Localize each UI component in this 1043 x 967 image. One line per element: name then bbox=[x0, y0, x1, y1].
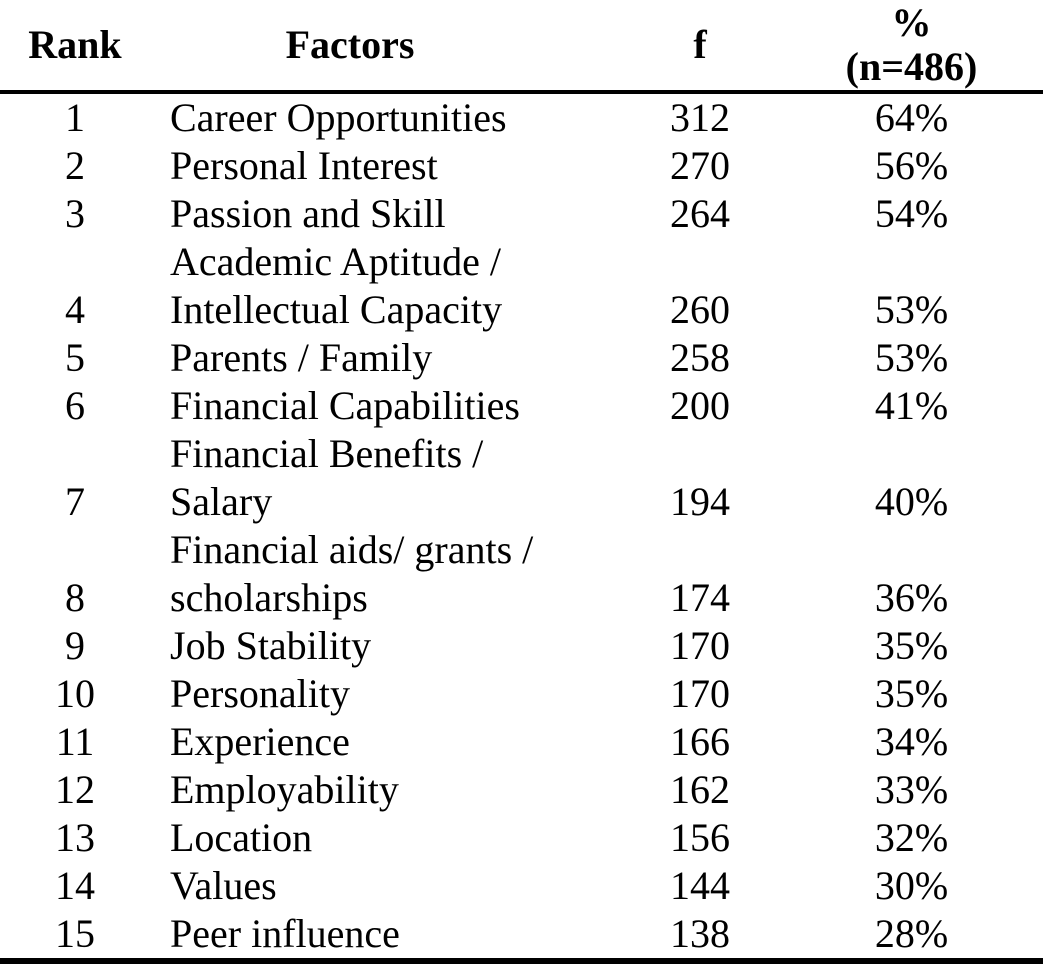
table-row: 2 Personal Interest 270 56% bbox=[0, 142, 1043, 190]
rank-cell: 12 bbox=[55, 767, 95, 812]
rank-cell: 5 bbox=[65, 335, 85, 380]
factor-cell: Passion and Skill bbox=[170, 191, 446, 236]
table-body: 1 Career Opportunities 312 64% 2 Persona… bbox=[0, 92, 1043, 961]
frequency-cell: 170 bbox=[670, 671, 730, 716]
table-row: 9 Job Stability 170 35% bbox=[0, 622, 1043, 670]
factor-cell: Experience bbox=[170, 719, 350, 764]
table-row: 3 Passion and Skill 264 54% bbox=[0, 190, 1043, 238]
factor-cell: Financial Capabilities bbox=[170, 383, 520, 428]
table-row: 14 Values 144 30% bbox=[0, 862, 1043, 910]
factor-cell: Parents / Family bbox=[170, 335, 433, 380]
frequency-cell: 264 bbox=[670, 191, 730, 236]
factor-cell: Job Stability bbox=[170, 623, 372, 668]
percent-cell: 35% bbox=[874, 623, 949, 668]
frequency-cell: 144 bbox=[670, 863, 730, 908]
rank-cell: 8 bbox=[65, 575, 85, 620]
table-row: 8 Financial aids/ grants / scholarships … bbox=[0, 526, 1043, 622]
factor-cell: Academic Aptitude / Intellectual Capacit… bbox=[170, 239, 503, 332]
percent-cell: 41% bbox=[874, 383, 949, 428]
table-row: 4 Academic Aptitude / Intellectual Capac… bbox=[0, 238, 1043, 334]
table-row: 11 Experience 166 34% bbox=[0, 718, 1043, 766]
table-row: 6 Financial Capabilities 200 41% bbox=[0, 382, 1043, 430]
header-percent: % (n=486) bbox=[845, 0, 978, 89]
factor-cell: Financial aids/ grants / scholarships bbox=[170, 527, 534, 620]
rank-cell: 1 bbox=[65, 95, 85, 140]
table-row: 5 Parents / Family 258 53% bbox=[0, 334, 1043, 382]
frequency-cell: 156 bbox=[670, 815, 730, 860]
table-row: 13 Location 156 32% bbox=[0, 814, 1043, 862]
rank-cell: 2 bbox=[65, 143, 85, 188]
frequency-cell: 174 bbox=[670, 575, 730, 620]
factor-cell: Personal Interest bbox=[170, 143, 438, 188]
factor-cell: Career Opportunities bbox=[170, 95, 507, 140]
rank-cell: 14 bbox=[55, 863, 95, 908]
frequency-cell: 260 bbox=[670, 287, 730, 332]
frequency-cell: 200 bbox=[670, 383, 730, 428]
header-rank: Rank bbox=[28, 22, 122, 67]
percent-cell: 35% bbox=[874, 671, 949, 716]
factor-cell: Peer influence bbox=[170, 911, 400, 956]
percent-cell: 33% bbox=[874, 767, 949, 812]
table-row: 12 Employability 162 33% bbox=[0, 766, 1043, 814]
frequency-cell: 258 bbox=[670, 335, 730, 380]
percent-cell: 53% bbox=[874, 335, 949, 380]
factor-cell: Values bbox=[170, 863, 277, 908]
frequency-cell: 166 bbox=[670, 719, 730, 764]
percent-cell: 32% bbox=[874, 815, 949, 860]
percent-cell: 54% bbox=[874, 191, 949, 236]
percent-cell: 28% bbox=[874, 911, 949, 956]
factor-cell: Financial Benefits / Salary bbox=[170, 431, 484, 524]
percent-cell: 56% bbox=[874, 143, 949, 188]
rank-cell: 9 bbox=[65, 623, 85, 668]
rank-cell: 15 bbox=[55, 911, 95, 956]
table-row: 7 Financial Benefits / Salary 194 40% bbox=[0, 430, 1043, 526]
header-row: Rank Factors f % (n=486) bbox=[0, 0, 1043, 92]
frequency-cell: 194 bbox=[670, 479, 730, 524]
percent-cell: 30% bbox=[874, 863, 949, 908]
table-header: Rank Factors f % (n=486) bbox=[0, 0, 1043, 92]
rank-cell: 3 bbox=[65, 191, 85, 236]
factor-cell: Personality bbox=[170, 671, 350, 716]
frequency-cell: 138 bbox=[670, 911, 730, 956]
rank-cell: 4 bbox=[65, 287, 85, 332]
percent-cell: 34% bbox=[874, 719, 949, 764]
header-factors: Factors bbox=[285, 22, 415, 67]
header-frequency: f bbox=[693, 22, 707, 67]
table-row: 10 Personality 170 35% bbox=[0, 670, 1043, 718]
percent-cell: 53% bbox=[874, 287, 949, 332]
factor-cell: Location bbox=[170, 815, 313, 860]
percent-cell: 40% bbox=[874, 479, 949, 524]
rank-cell: 11 bbox=[55, 719, 95, 764]
rank-cell: 13 bbox=[55, 815, 95, 860]
rank-cell: 10 bbox=[55, 671, 95, 716]
percent-cell: 36% bbox=[874, 575, 949, 620]
table-row: 15 Peer influence 138 28% bbox=[0, 910, 1043, 961]
frequency-cell: 170 bbox=[670, 623, 730, 668]
factor-cell: Employability bbox=[170, 767, 399, 812]
rank-cell: 6 bbox=[65, 383, 85, 428]
frequency-cell: 270 bbox=[670, 143, 730, 188]
table-row: 1 Career Opportunities 312 64% bbox=[0, 92, 1043, 142]
frequency-cell: 162 bbox=[670, 767, 730, 812]
rank-cell: 7 bbox=[65, 479, 85, 524]
frequency-cell: 312 bbox=[670, 95, 730, 140]
percent-cell: 64% bbox=[874, 95, 949, 140]
